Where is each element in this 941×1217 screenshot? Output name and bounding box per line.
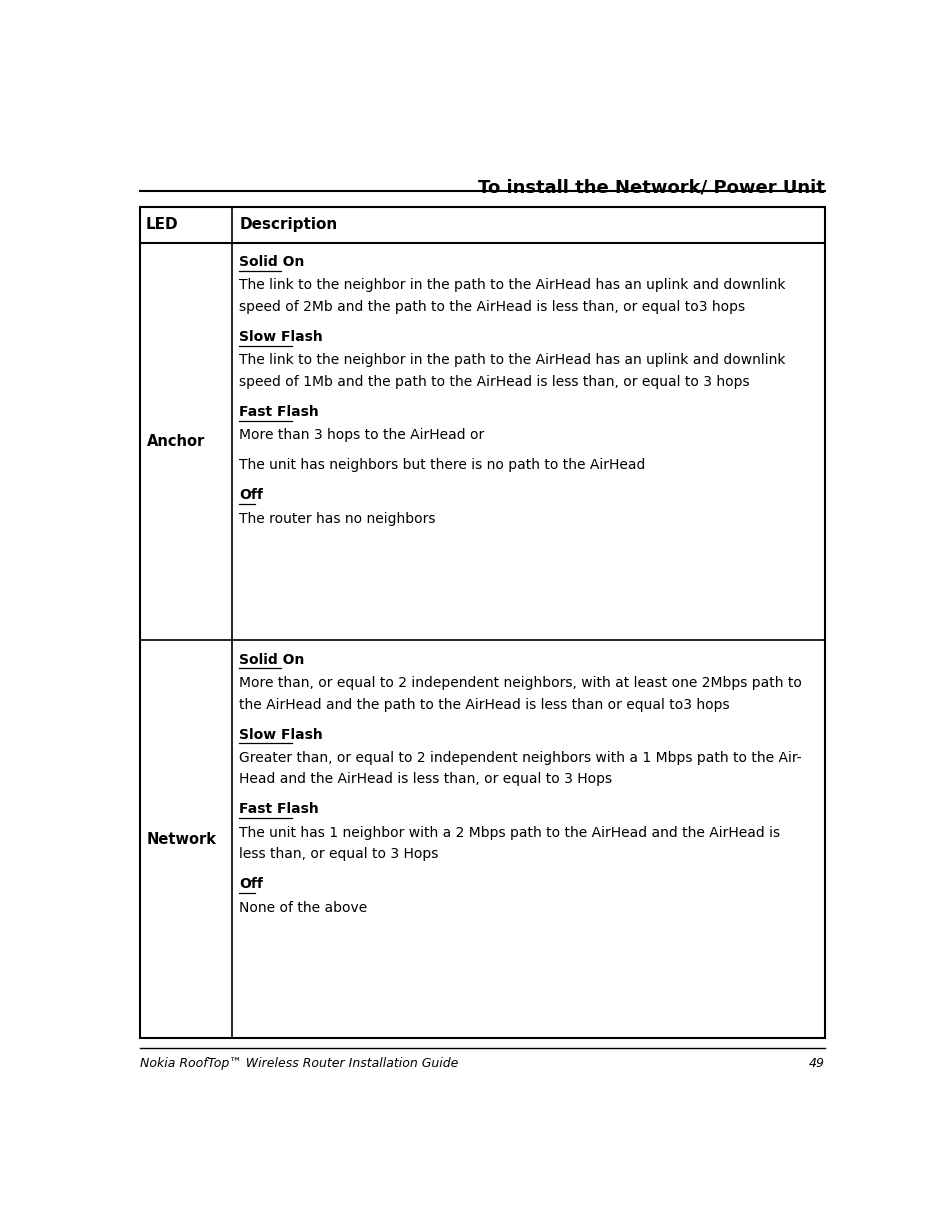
Text: More than, or equal to 2 independent neighbors, with at least one 2Mbps path to: More than, or equal to 2 independent nei…: [239, 675, 803, 690]
Text: speed of 1Mb and the path to the AirHead is less than, or equal to 3 hops: speed of 1Mb and the path to the AirHead…: [239, 375, 750, 388]
Text: the AirHead and the path to the AirHead is less than or equal to3 hops: the AirHead and the path to the AirHead …: [239, 697, 730, 712]
Text: Slow Flash: Slow Flash: [239, 330, 323, 343]
Text: LED: LED: [145, 218, 178, 232]
Text: Solid On: Solid On: [239, 254, 305, 269]
Text: The link to the neighbor in the path to the AirHead has an uplink and downlink: The link to the neighbor in the path to …: [239, 353, 786, 368]
Text: Off: Off: [239, 877, 263, 891]
Text: Solid On: Solid On: [239, 652, 305, 667]
Text: Fast Flash: Fast Flash: [239, 405, 319, 419]
Bar: [139, 207, 825, 1038]
Text: Fast Flash: Fast Flash: [239, 802, 319, 817]
Text: Nokia RoofTop™ Wireless Router Installation Guide: Nokia RoofTop™ Wireless Router Installat…: [139, 1056, 458, 1070]
Text: less than, or equal to 3 Hops: less than, or equal to 3 Hops: [239, 847, 439, 862]
Text: Off: Off: [239, 488, 263, 503]
Text: To install the Network/ Power Unit: To install the Network/ Power Unit: [478, 179, 825, 197]
Text: Head and the AirHead is less than, or equal to 3 Hops: Head and the AirHead is less than, or eq…: [239, 773, 613, 786]
Text: Greater than, or equal to 2 independent neighbors with a 1 Mbps path to the Air-: Greater than, or equal to 2 independent …: [239, 751, 802, 765]
Text: 49: 49: [809, 1056, 825, 1070]
Text: None of the above: None of the above: [239, 901, 368, 915]
Text: The link to the neighbor in the path to the AirHead has an uplink and downlink: The link to the neighbor in the path to …: [239, 279, 786, 292]
Text: Description: Description: [239, 218, 338, 232]
Text: Network: Network: [147, 831, 216, 847]
Text: Anchor: Anchor: [147, 434, 205, 449]
Text: The unit has neighbors but there is no path to the AirHead: The unit has neighbors but there is no p…: [239, 458, 646, 472]
Text: speed of 2Mb and the path to the AirHead is less than, or equal to3 hops: speed of 2Mb and the path to the AirHead…: [239, 299, 745, 314]
Text: More than 3 hops to the AirHead or: More than 3 hops to the AirHead or: [239, 428, 485, 442]
Text: The unit has 1 neighbor with a 2 Mbps path to the AirHead and the AirHead is: The unit has 1 neighbor with a 2 Mbps pa…: [239, 826, 780, 840]
Text: Slow Flash: Slow Flash: [239, 728, 323, 741]
Text: The router has no neighbors: The router has no neighbors: [239, 511, 436, 526]
